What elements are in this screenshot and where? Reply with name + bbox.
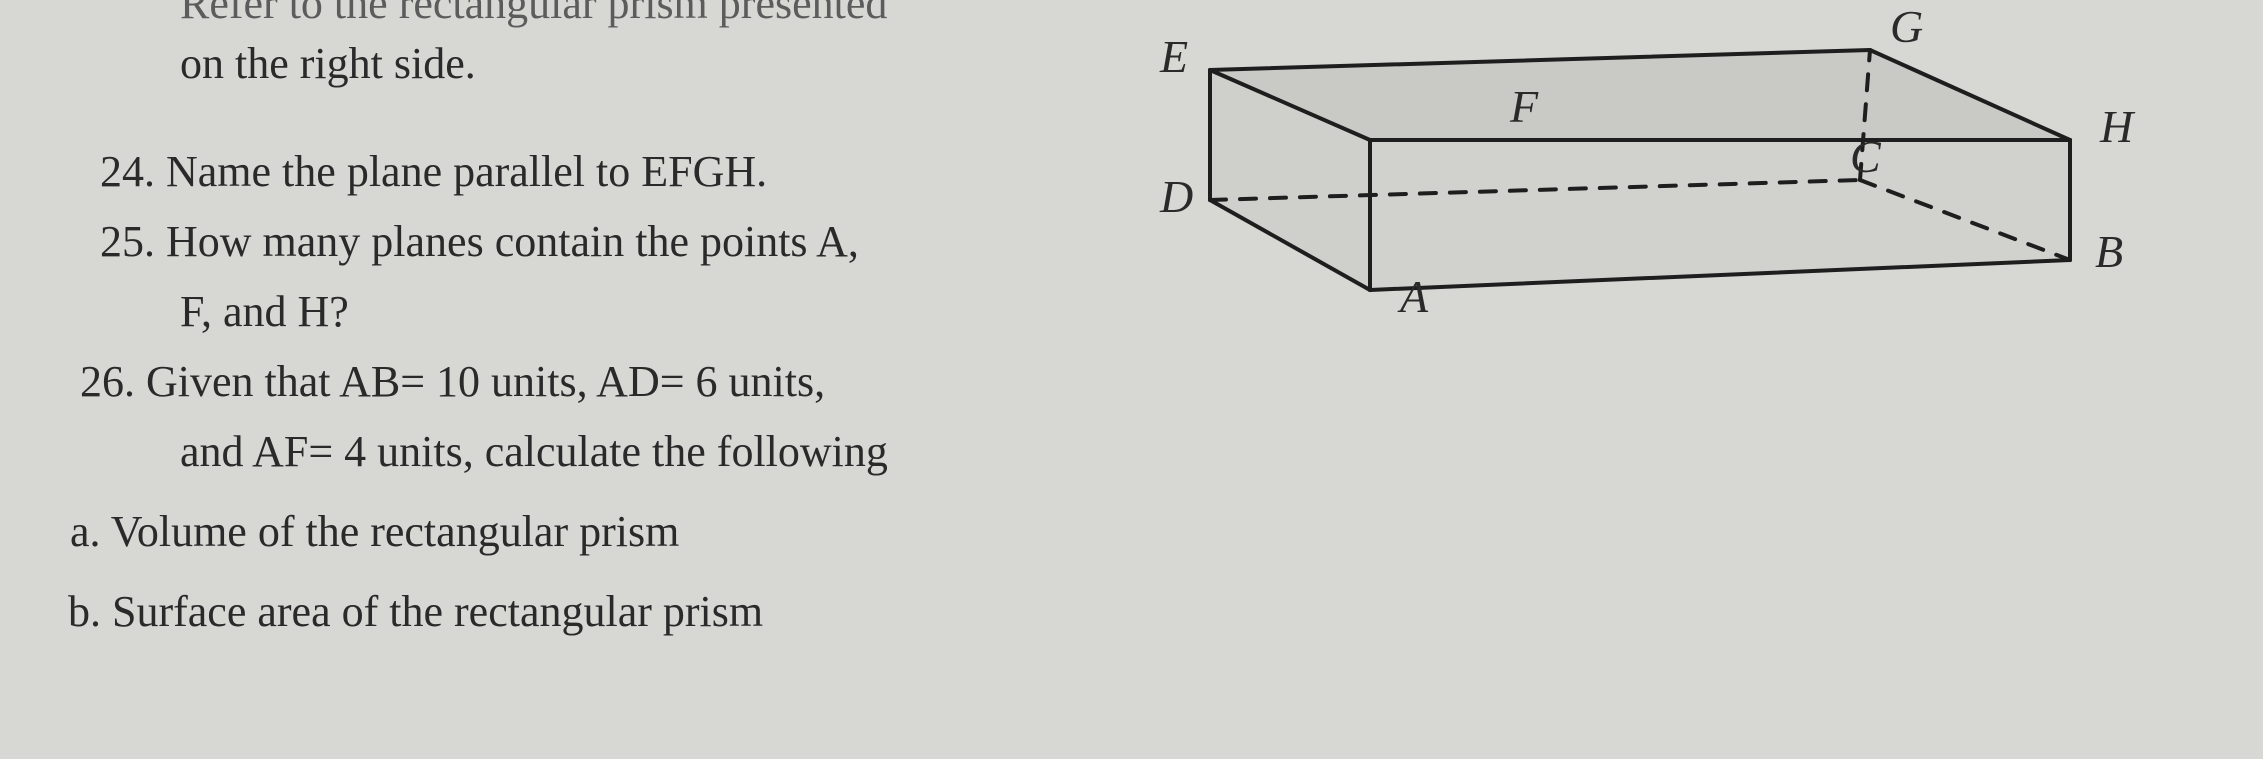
- prism-figure: EGFHDCAB: [1090, 10, 2190, 410]
- vertex-label-a: A: [1400, 270, 1428, 323]
- page: Refer to the rectangular prism presented…: [0, 0, 2263, 759]
- intro-line-2: on the right side.: [180, 42, 476, 86]
- vertex-label-h: H: [2100, 100, 2133, 153]
- question-26-line-1: 26. Given that AB= 10 units, AD= 6 units…: [80, 360, 825, 404]
- question-25-line-2: F, and H?: [180, 290, 349, 334]
- vertex-label-f: F: [1510, 80, 1538, 133]
- prism-svg: [1090, 10, 2190, 410]
- vertex-label-e: E: [1160, 30, 1188, 83]
- vertex-label-c: C: [1850, 130, 1881, 183]
- question-26b: b. Surface area of the rectangular prism: [68, 590, 763, 634]
- question-24: 24. Name the plane parallel to EFGH.: [100, 150, 767, 194]
- vertex-label-d: D: [1160, 170, 1193, 223]
- question-26-line-2: and AF= 4 units, calculate the following: [180, 430, 888, 474]
- question-26a: a. Volume of the rectangular prism: [70, 510, 679, 554]
- vertex-label-b: B: [2095, 225, 2123, 278]
- intro-line-1: Refer to the rectangular prism presented: [180, 0, 887, 26]
- question-25-line-1: 25. How many planes contain the points A…: [100, 220, 859, 264]
- vertex-label-g: G: [1890, 0, 1923, 53]
